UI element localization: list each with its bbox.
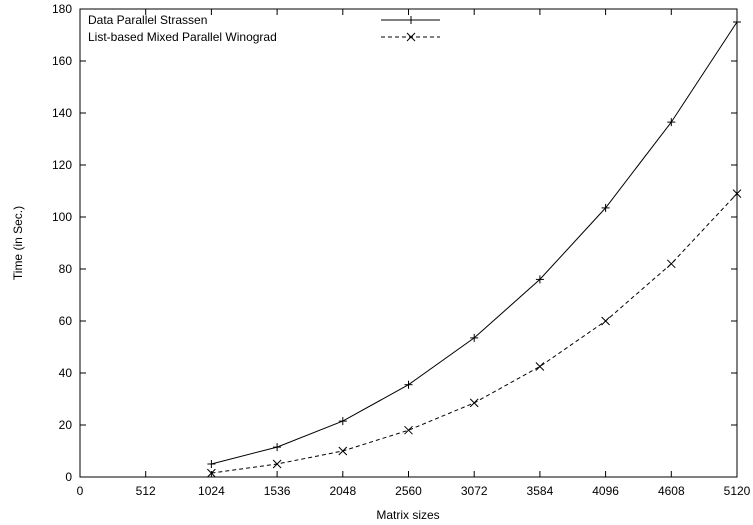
y-tick-label: 0 [65,470,72,484]
cross-marker [338,446,348,456]
x-tick-labels: 0 512 1024 1536 2048 2560 3072 3584 4096 4608 5120 [77,484,751,498]
x-tick-label: 3072 [461,484,488,498]
x-tick-label: 4096 [592,484,619,498]
cross-marker [732,189,742,198]
y-tick-label: 60 [59,314,73,328]
y-tick-label: 100 [52,210,72,224]
y-axis-title: Time (in Sec.) [11,206,25,280]
y-tick-label: 120 [52,158,72,172]
plot-frame [79,8,738,478]
cross-marker [404,425,413,435]
legend-label-1: Data Parallel Strassen [88,13,207,27]
series-line-1 [211,21,738,465]
plus-marker [667,118,676,127]
x-tick-label: 1536 [264,484,291,498]
x-tick-label: 1024 [198,484,225,498]
y-tick-label: 180 [52,2,72,16]
legend-label-2: List-based Mixed Parallel Winograd [88,30,277,44]
cross-marker [207,468,216,478]
y-tick-labels: 0 20 40 60 80 100 120 140 160 180 [52,2,72,484]
plus-marker [601,203,610,212]
plus-marker [470,333,479,342]
cross-marker [535,362,545,371]
y-tick-label: 40 [59,366,73,380]
axis-ticks [79,8,738,478]
x-axis-title: Matrix sizes [376,508,439,522]
cross-marker [469,398,479,408]
plus-marker [338,417,347,426]
cross-marker [406,32,416,42]
x-tick-label: 2048 [329,484,356,498]
x-tick-label: 3584 [527,484,554,498]
plus-marker [404,380,413,389]
series-line-2 [211,193,738,474]
x-tick-label: 4608 [658,484,685,498]
series-layer [207,18,742,478]
y-tick-label: 80 [59,262,73,276]
plus-marker [273,443,282,452]
cross-marker [666,259,676,269]
x-tick-label: 0 [77,484,84,498]
y-tick-label: 20 [59,418,73,432]
legend: Data Parallel Strassen List-based Mixed P… [88,13,440,44]
cross-marker [601,316,610,326]
plus-marker [207,460,216,468]
x-tick-label: 2560 [395,484,422,498]
x-tick-label: 5120 [724,484,751,498]
cross-marker [272,459,282,469]
y-tick-label: 140 [52,106,72,120]
x-tick-label: 512 [136,484,156,498]
plus-marker [535,275,544,284]
plus-marker [407,16,415,24]
y-tick-label: 160 [52,54,72,68]
plus-marker [733,18,741,26]
